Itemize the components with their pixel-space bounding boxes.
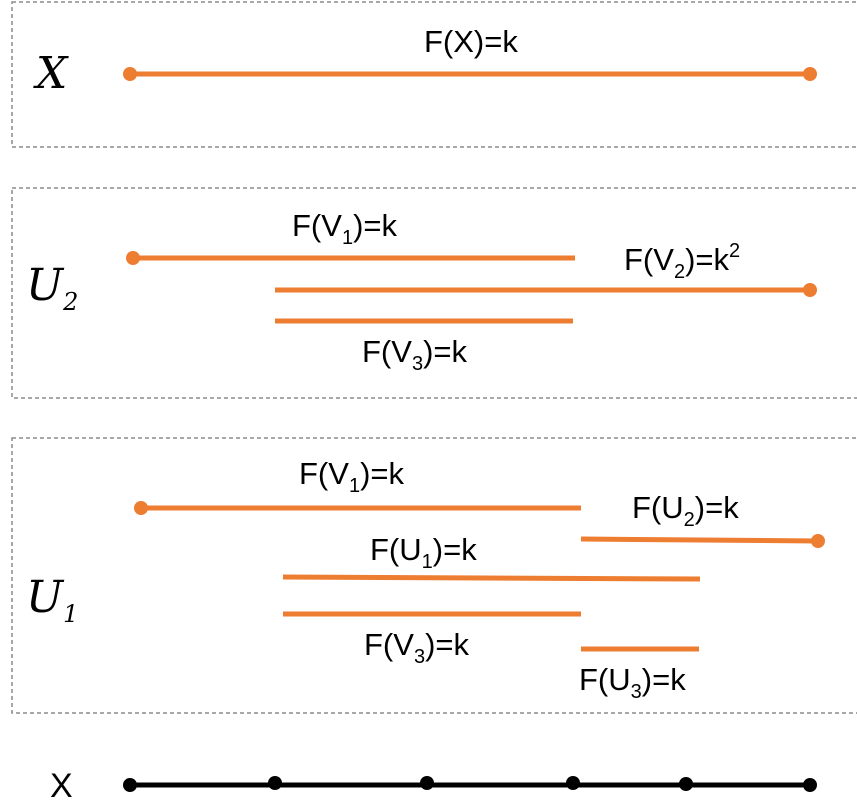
segment-u2-bottom — [581, 539, 818, 541]
axis-dot-6 — [803, 778, 817, 792]
segment-x-start-dot — [123, 67, 137, 81]
label-fu1-bottom: F(U1)=k — [370, 532, 477, 573]
label-fu2-bottom: F(U2)=k — [632, 490, 739, 531]
segment-u1-bottom — [283, 577, 700, 579]
axis-dot-1 — [123, 778, 137, 792]
segment-v1-middle-start-dot — [126, 251, 140, 265]
label-fv1-bottom: F(V1)=k — [299, 456, 404, 497]
axis-dot-5 — [679, 777, 693, 791]
axis-dot-2 — [268, 776, 282, 790]
axis-dot-4 — [566, 776, 580, 790]
panel-bottom-name: U1 — [26, 572, 78, 628]
axis-label: X — [50, 767, 73, 805]
label-fu3-bottom: F(U3)=k — [579, 662, 686, 703]
segment-v1-bottom-start-dot — [134, 501, 148, 515]
label-fv2-middle: F(V2)=k2 — [624, 240, 740, 283]
label-fv3-middle: F(V3)=k — [362, 334, 467, 375]
label-fv3-bottom: F(V3)=k — [364, 627, 469, 668]
label-fx: F(X)=k — [424, 24, 518, 59]
panel-middle-name: U2 — [26, 260, 78, 316]
segment-u2-bottom-end-dot — [811, 534, 825, 548]
label-fv1-middle: F(V1)=k — [292, 208, 397, 249]
panel-top-name: X — [33, 48, 69, 99]
segment-x-end-dot — [803, 67, 817, 81]
axis-dot-3 — [420, 776, 434, 790]
segment-v2-middle-end-dot — [803, 283, 817, 297]
